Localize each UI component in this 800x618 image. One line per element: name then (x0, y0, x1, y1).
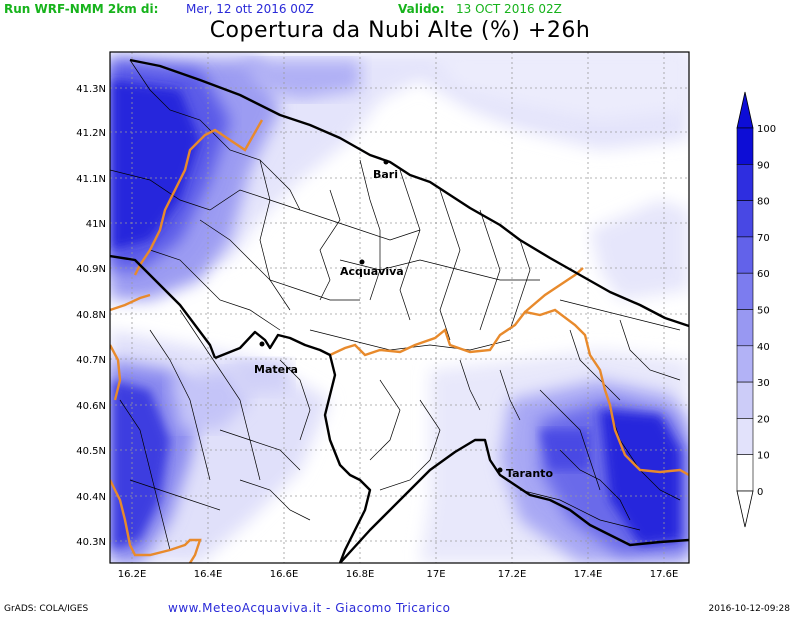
valid-label: Valido: (398, 2, 445, 16)
lat-tick: 41N (86, 219, 106, 230)
colorbar-segment (736, 381, 754, 419)
colorbar-max-arrow (736, 91, 754, 129)
colorbar-segment (736, 272, 754, 310)
lat-tick: 40.3N (76, 537, 106, 548)
regional-borders (110, 119, 689, 563)
colorbar-label: 30 (757, 378, 770, 389)
cloud-cover-field (110, 52, 689, 563)
lon-tick: 16.8E (346, 569, 375, 580)
longitude-axis: 16.2E 16.4E 16.6E 16.8E 17E 17.2E 17.4E … (118, 569, 679, 580)
grid-lines (110, 52, 689, 563)
city-marker (259, 341, 265, 347)
lat-tick: 40.6N (76, 401, 106, 412)
colorbar-label: 50 (757, 306, 770, 317)
city-bari: Bari (373, 159, 398, 181)
lat-tick: 41.1N (76, 174, 106, 185)
city-taranto: Taranto (497, 467, 553, 480)
lon-tick: 17.4E (574, 569, 603, 580)
colorbar-segment (736, 345, 754, 383)
run-date: Mer, 12 ott 2016 00Z (186, 2, 314, 16)
run-label: Run WRF-NMM 2km di: (4, 2, 159, 16)
colorbar-segment (736, 236, 754, 274)
colorbar-label: 40 (757, 342, 770, 353)
colorbar-label: 60 (757, 269, 770, 280)
colorbar-segment (736, 127, 754, 165)
colorbar-min-arrow (736, 490, 754, 528)
colorbar-segment (736, 309, 754, 347)
lat-tick: 40.7N (76, 355, 106, 366)
footer-credit-grads: GrADS: COLA/IGES (4, 604, 89, 614)
city-marker (383, 159, 389, 165)
colorbar-segment (736, 418, 754, 455)
colorbar-label: 20 (757, 414, 770, 425)
lon-tick: 17.6E (650, 569, 679, 580)
map-canvas: 41.3N 41.2N 41.1N 41N 40.9N 40.8N 40.7N … (76, 51, 776, 580)
map-title: Copertura da Nubi Alte (%) +26h (209, 18, 591, 43)
colorbar-segment (736, 164, 754, 201)
city-marker (359, 259, 365, 265)
lat-tick: 41.2N (76, 128, 106, 139)
lat-tick: 41.3N (76, 84, 106, 95)
footer-timestamp: 2016-10-12-09:28 (708, 604, 791, 614)
colorbar-label: 70 (757, 233, 770, 244)
city-matera: Matera (254, 341, 298, 376)
lat-tick: 40.5N (76, 446, 106, 457)
lon-tick: 17.2E (498, 569, 527, 580)
lon-tick: 17E (426, 569, 445, 580)
lat-tick: 40.8N (76, 310, 106, 321)
city-label: Taranto (506, 467, 553, 480)
city-marker (497, 467, 503, 473)
city-label: Matera (254, 363, 298, 376)
lat-tick: 40.9N (76, 264, 106, 275)
coastline (110, 58, 689, 563)
colorbar-label: 0 (757, 487, 763, 498)
municipal-borders (110, 59, 681, 551)
lat-tick: 40.4N (76, 492, 106, 503)
lon-tick: 16.2E (118, 569, 147, 580)
latitude-axis: 41.3N 41.2N 41.1N 41N 40.9N 40.8N 40.7N … (76, 84, 106, 548)
city-acquaviva: Acquaviva (340, 259, 404, 278)
colorbar-label: 10 (757, 451, 770, 462)
footer-website-link[interactable]: www.MeteoAcquaviva.it - Giacomo Tricaric… (168, 601, 451, 615)
lon-tick: 16.6E (270, 569, 299, 580)
colorbar-segment (736, 454, 754, 492)
colorbar-segment (736, 200, 754, 238)
valid-date: 13 OCT 2016 02Z (456, 2, 562, 16)
lon-tick: 16.4E (194, 569, 223, 580)
city-label: Acquaviva (340, 265, 404, 278)
colorbar-label: 100 (757, 124, 776, 135)
colorbar-label: 80 (757, 197, 770, 208)
map-frame (109, 51, 690, 564)
colorbar-label: 90 (757, 160, 770, 171)
city-label: Bari (373, 168, 398, 181)
